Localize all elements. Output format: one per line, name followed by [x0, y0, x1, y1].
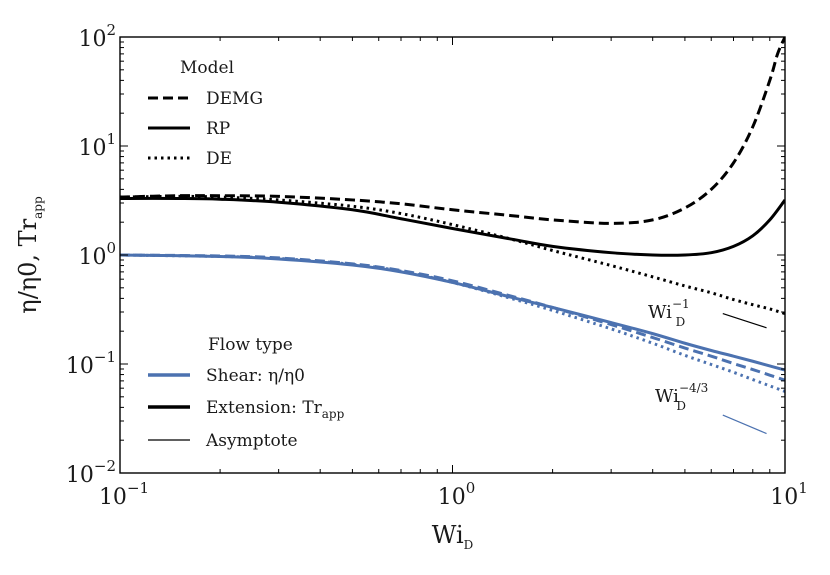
y-tick-label: 102 [78, 21, 116, 52]
legend-label-de: DE [206, 149, 232, 169]
legend-flow-title: Flow type [208, 335, 293, 355]
x-tick-label: 101 [770, 479, 808, 510]
annotation-slope-minus-1: Wi−1 D [648, 297, 690, 329]
legend-label-rp: RP [206, 119, 230, 139]
y-tick-label: 101 [78, 130, 116, 161]
annotation-slope-minus-4-3: Wi−4/3 D [655, 381, 708, 413]
y-axis-label: η/η0, Trapp [14, 196, 45, 314]
series-line-shear-rp [120, 253, 785, 372]
x-axis-label: WiD [432, 521, 474, 552]
y-tick-label: 10−2 [66, 457, 116, 488]
y-tick-label: 10−1 [66, 348, 116, 379]
series-line-extension-de [120, 194, 785, 316]
series-line-shear-de [120, 253, 785, 393]
series-line-extension-asymptote [722, 313, 767, 329]
legend-flow: Flow type Shear: η/η0 Extension: Trapp A… [148, 335, 345, 451]
legend-model: Model DEMG RP DE [148, 58, 263, 169]
series-line-extension-demg [120, 37, 785, 225]
legend-label-asymptote: Asymptote [205, 431, 298, 451]
y-tick-label: 100 [78, 239, 116, 270]
legend-label-extension: Extension: Trapp [206, 398, 345, 421]
x-tick-label: 100 [438, 479, 476, 510]
legend-model-title: Model [180, 58, 234, 78]
x-tick-label: 10−1 [99, 479, 149, 510]
legend-label-demg: DEMG [206, 89, 263, 109]
series-line-shear-asymptote [722, 414, 767, 435]
series-layer [120, 37, 785, 435]
legend-label-shear: Shear: η/η0 [206, 366, 305, 386]
series-line-extension-rp [120, 196, 785, 257]
